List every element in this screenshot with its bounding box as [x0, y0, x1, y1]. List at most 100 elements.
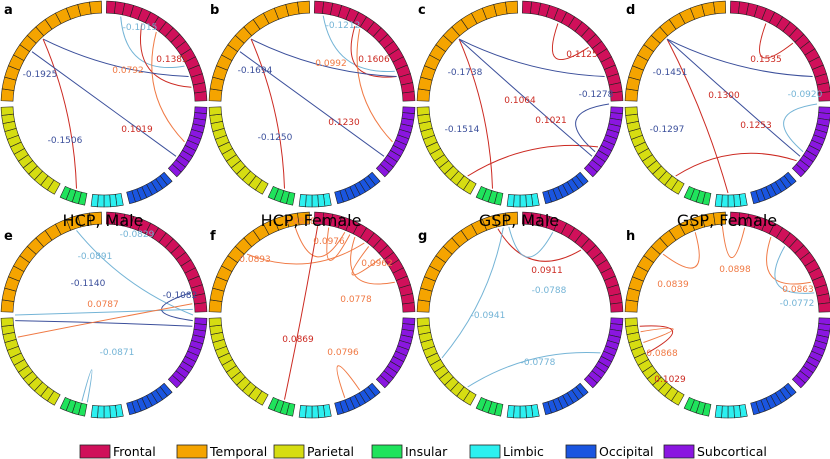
connection-edge	[151, 31, 185, 143]
panel-letter-f: f	[210, 229, 216, 244]
panel-a: a -0.1015 0.1385 0.0792 -0.1925 0.1019 -0.1506	[0, 0, 208, 208]
ring-cell-subcortical	[167, 374, 182, 389]
connection-edge	[14, 308, 193, 316]
edge-weight-label: 0.1125	[566, 50, 598, 60]
legend-label: Frontal	[113, 444, 156, 459]
ring-cell-parietal	[416, 317, 430, 327]
panel-letter-g: g	[418, 229, 427, 244]
panel-f: f 0.0828 0.0976 0.0893 0.0962 0.0778 0.0869 0.0…	[208, 211, 416, 419]
ring-cell-occipital	[542, 190, 552, 205]
ring-cell-parietal	[0, 106, 14, 116]
connection-edge	[458, 38, 593, 157]
edge-weight-label: 0.1300	[708, 91, 740, 101]
ring-cell-frontal	[402, 91, 416, 102]
panel-letter-d: d	[626, 3, 635, 18]
ring-cell-temporal	[208, 88, 223, 102]
edge-weight-label: 0.0962	[361, 259, 393, 269]
ring-cell-frontal	[818, 91, 830, 102]
edge-weight-label: -0.1738	[448, 68, 483, 78]
edge-weight-label: -0.1212	[326, 21, 361, 31]
ring-cell-limbic	[311, 405, 319, 419]
edge-weight-label: 0.1253	[740, 121, 772, 131]
ring-cell-limbic	[90, 193, 99, 208]
ring-cell-limbic	[714, 404, 723, 419]
legend-swatch	[79, 444, 111, 459]
legend-item-frontal: Frontal	[79, 444, 156, 459]
ring-cell-parietal	[416, 106, 430, 116]
ring-cell-limbic	[103, 405, 111, 419]
edge-weight-label: 0.0828	[284, 217, 316, 227]
column-title-1: HCP, Male	[63, 211, 144, 230]
edge-weight-label: -0.1297	[650, 125, 685, 135]
panel-h: h 0.0839 0.0898 0.0863 -0.0772 0.0868 0.1029	[624, 211, 830, 419]
legend-swatch	[663, 444, 695, 459]
edge-weight-label: -0.0772	[780, 299, 815, 309]
connection-edge	[15, 320, 193, 327]
ring-cell-insular	[475, 396, 487, 412]
ring-cell-occipital	[126, 190, 136, 205]
panel-g: g 0.0911 -0.0788 -0.0941 -0.0778	[416, 211, 624, 419]
legend-swatch	[371, 444, 403, 459]
edge-weight-label: 0.1019	[121, 125, 153, 135]
ring-cell-subcortical	[375, 374, 390, 389]
ring-cell-limbic	[727, 405, 735, 419]
connection-edge	[120, 16, 185, 68]
ring-cell-limbic	[513, 405, 521, 419]
connection-edge	[639, 325, 673, 354]
connection-edge	[250, 38, 397, 77]
ring-cell-temporal	[713, 211, 727, 226]
panel-letter-h: h	[626, 229, 635, 244]
ring-cell-limbic	[519, 194, 527, 208]
edge-weight-label: 0.0869	[282, 335, 314, 345]
connection-edge	[721, 226, 746, 259]
ring-cell-frontal	[610, 91, 624, 102]
connection-edge	[774, 246, 815, 294]
ring-cell-frontal	[818, 302, 830, 313]
ring-cell-limbic	[506, 193, 515, 208]
ring-cell-limbic	[311, 194, 319, 208]
connection-edge	[467, 144, 599, 177]
ring-cell-frontal	[194, 302, 208, 313]
edge-weight-label: 0.1064	[504, 96, 536, 106]
connection-edge	[81, 369, 93, 403]
legend-label: Insular	[405, 444, 448, 459]
ring-cell-limbic	[305, 405, 313, 419]
ring-cell-temporal	[624, 88, 639, 102]
edge-weight-label: -0.1925	[23, 70, 58, 80]
legend-swatch	[176, 444, 208, 459]
legend-item-limbic: Limbic	[469, 444, 544, 459]
edge-weight-label: 0.1606	[358, 55, 390, 65]
ring-cell-temporal	[89, 211, 103, 226]
connection-edge	[294, 227, 346, 258]
edge-weight-label: -0.0778	[521, 358, 556, 368]
panel-c: c 0.1125 -0.1278 -0.1738 0.1064 0.1021 -0.1514	[416, 0, 624, 208]
edge-weight-label: -0.1278	[579, 90, 614, 100]
connection-edge	[666, 38, 813, 77]
legend-item-parietal: Parietal	[273, 444, 354, 459]
ring-cell-limbic	[317, 404, 326, 419]
edge-weight-label: 0.0792	[112, 66, 144, 76]
edge-weight-label: 0.0778	[340, 295, 372, 305]
ring-cell-limbic	[317, 193, 326, 208]
edge-weight-label: -0.1451	[653, 68, 688, 78]
ring-cell-subcortical	[583, 163, 598, 178]
connection-edge	[42, 38, 189, 77]
edge-weight-label: -0.0920	[788, 90, 823, 100]
column-title-2: HCP, Female	[261, 211, 362, 230]
ring-cell-temporal	[624, 299, 639, 313]
ring-cell-frontal	[402, 302, 416, 313]
ring-cell-insular	[59, 396, 71, 412]
legend-item-subcortical: Subcortical	[663, 444, 767, 459]
ring-cell-limbic	[506, 404, 515, 419]
ring-cell-insular	[59, 185, 71, 201]
ring-cell-temporal	[416, 88, 431, 102]
legend-label: Subcortical	[697, 444, 767, 459]
edge-weight-label: -0.0871	[100, 348, 135, 358]
edge-weight-label: 0.1029	[654, 375, 686, 385]
ring-cell-limbic	[714, 193, 723, 208]
ring-cell-temporal	[416, 299, 431, 313]
connection-edge	[783, 103, 818, 153]
ring-cell-parietal	[208, 106, 222, 116]
legend-swatch	[469, 444, 501, 459]
edge-weight-label: 0.0868	[646, 349, 678, 359]
